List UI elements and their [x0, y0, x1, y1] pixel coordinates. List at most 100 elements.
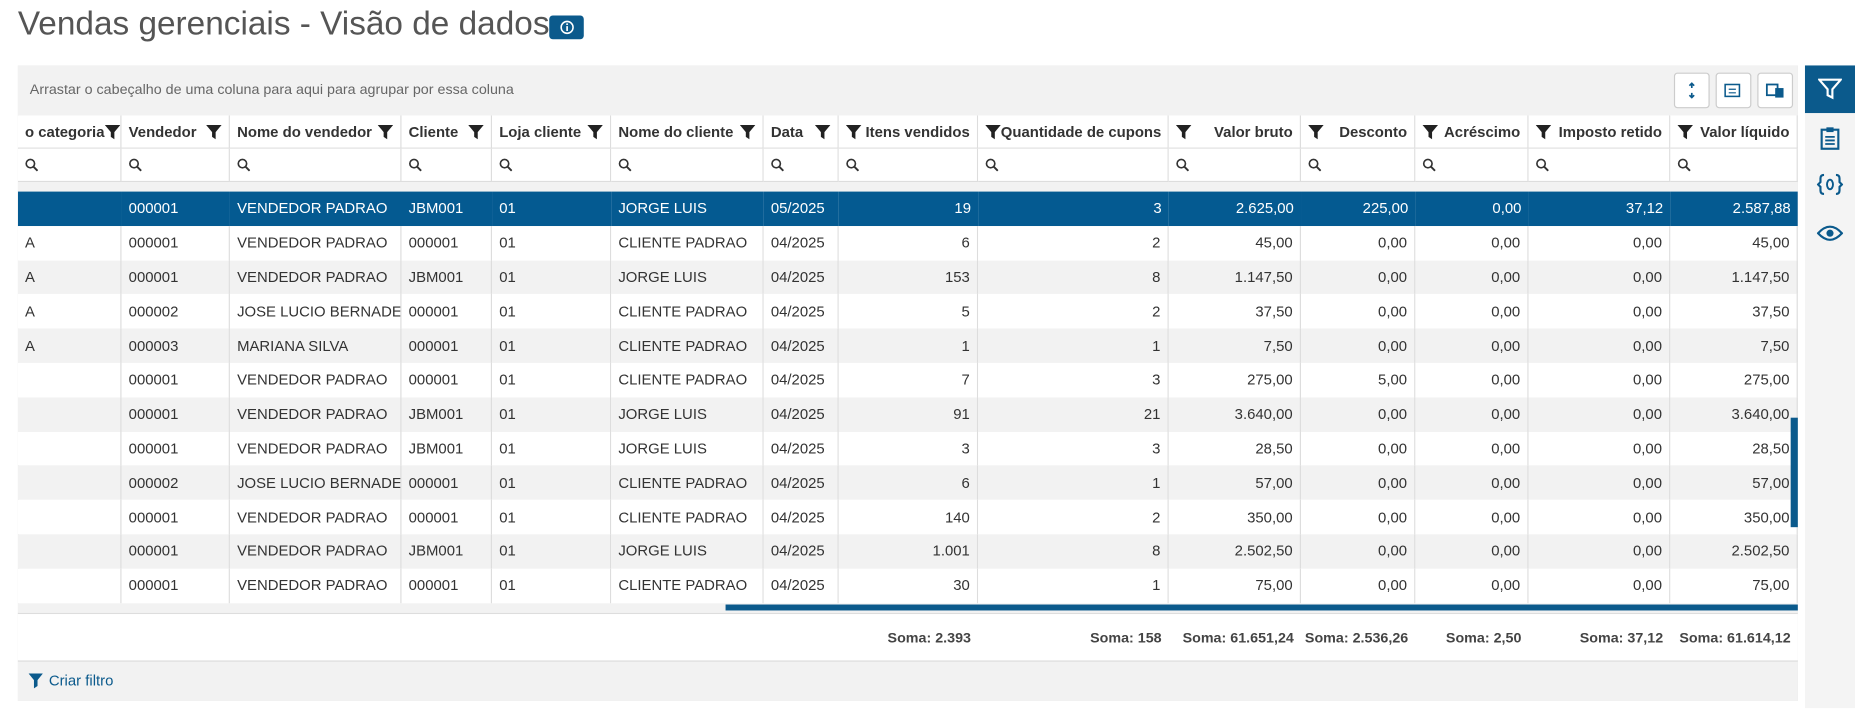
filter-input[interactable]: [978, 148, 1169, 183]
table-cell[interactable]: [17, 362, 122, 398]
filter-icon[interactable]: [104, 123, 120, 140]
table-cell[interactable]: MARIANA SILVA: [229, 328, 402, 363]
table-cell[interactable]: 05/2025: [763, 191, 839, 226]
table-cell[interactable]: 000001: [121, 225, 230, 261]
table-cell[interactable]: 3.640,00: [1168, 397, 1302, 432]
table-cell[interactable]: 04/2025: [763, 568, 839, 603]
table-cell[interactable]: 0,00: [1301, 294, 1416, 329]
table-cell[interactable]: 0,00: [1301, 328, 1416, 363]
filter-icon[interactable]: [845, 123, 862, 140]
info-button[interactable]: [549, 15, 584, 40]
table-cell[interactable]: CLIENTE PADRAO: [611, 465, 764, 501]
filter-tab[interactable]: [1804, 65, 1855, 114]
table-cell[interactable]: CLIENTE PADRAO: [611, 294, 764, 329]
table-cell[interactable]: 57,00: [1670, 465, 1798, 501]
table-cell[interactable]: 1: [838, 328, 979, 363]
column-header[interactable]: Desconto: [1301, 115, 1416, 149]
table-cell[interactable]: 01: [492, 431, 612, 466]
filter-icon[interactable]: [377, 123, 394, 140]
table-cell[interactable]: 000001: [401, 465, 493, 501]
table-cell[interactable]: 5: [838, 294, 979, 329]
table-cell[interactable]: 0,00: [1415, 568, 1529, 603]
table-cell[interactable]: 000001: [121, 362, 230, 398]
table-cell[interactable]: 04/2025: [763, 431, 839, 466]
table-cell[interactable]: 350,00: [1168, 500, 1302, 535]
table-cell[interactable]: 000001: [121, 260, 230, 295]
table-cell[interactable]: 01: [492, 328, 612, 363]
table-cell[interactable]: 75,00: [1670, 568, 1798, 603]
table-cell[interactable]: [17, 500, 122, 535]
table-cell[interactable]: 153: [838, 260, 979, 295]
h-scrollbar[interactable]: [725, 604, 1798, 611]
table-cell[interactable]: 1: [978, 328, 1169, 363]
table-cell[interactable]: CLIENTE PADRAO: [611, 500, 764, 535]
filter-input[interactable]: [1670, 148, 1798, 183]
table-cell[interactable]: JBM001: [401, 431, 493, 466]
column-header[interactable]: Valor líquido: [1670, 115, 1798, 149]
filter-icon[interactable]: [206, 123, 222, 140]
table-cell[interactable]: 21: [978, 397, 1169, 432]
table-cell[interactable]: JOSE LUCIO BERNADEI: [229, 465, 402, 501]
table-cell[interactable]: A: [17, 225, 122, 261]
table-cell[interactable]: 2.625,00: [1168, 191, 1302, 226]
clipboard-tab[interactable]: [1818, 126, 1842, 156]
filter-input[interactable]: [1528, 148, 1671, 183]
table-cell[interactable]: 0,00: [1415, 225, 1529, 261]
table-cell[interactable]: 04/2025: [763, 362, 839, 398]
table-cell[interactable]: [17, 568, 122, 603]
table-cell[interactable]: 01: [492, 225, 612, 261]
table-cell[interactable]: 0,00: [1301, 431, 1416, 466]
table-cell[interactable]: 000001: [121, 431, 230, 466]
filter-input[interactable]: [401, 148, 493, 183]
table-cell[interactable]: 8: [978, 534, 1169, 569]
table-cell[interactable]: 7,50: [1670, 328, 1798, 363]
table-cell[interactable]: CLIENTE PADRAO: [611, 225, 764, 261]
table-cell[interactable]: 04/2025: [763, 500, 839, 535]
table-cell[interactable]: CLIENTE PADRAO: [611, 362, 764, 398]
column-header[interactable]: Valor bruto: [1168, 115, 1302, 149]
table-cell[interactable]: 04/2025: [763, 225, 839, 261]
table-cell[interactable]: 04/2025: [763, 534, 839, 569]
table-cell[interactable]: 000003: [121, 328, 230, 363]
table-cell[interactable]: 2: [978, 225, 1169, 261]
table-cell[interactable]: 04/2025: [763, 328, 839, 363]
table-cell[interactable]: 000001: [121, 500, 230, 535]
filter-input[interactable]: [763, 148, 839, 183]
table-cell[interactable]: 45,00: [1670, 225, 1798, 261]
filter-icon[interactable]: [1175, 123, 1192, 140]
table-cell[interactable]: 0,00: [1415, 328, 1529, 363]
table-cell[interactable]: 0,00: [1415, 260, 1529, 295]
table-cell[interactable]: 01: [492, 260, 612, 295]
table-cell[interactable]: 04/2025: [763, 465, 839, 501]
table-cell[interactable]: 6: [838, 465, 979, 501]
table-cell[interactable]: A: [17, 328, 122, 363]
table-cell[interactable]: 0,00: [1301, 534, 1416, 569]
table-cell[interactable]: 2: [978, 294, 1169, 329]
table-cell[interactable]: 01: [492, 362, 612, 398]
filter-icon[interactable]: [985, 123, 1001, 140]
table-cell[interactable]: 2.502,50: [1168, 534, 1302, 569]
table-cell[interactable]: VENDEDOR PADRAO: [229, 225, 402, 261]
table-cell[interactable]: 37,50: [1168, 294, 1302, 329]
table-cell[interactable]: JBM001: [401, 534, 493, 569]
table-cell[interactable]: VENDEDOR PADRAO: [229, 568, 402, 603]
column-header[interactable]: Imposto retido: [1528, 115, 1671, 149]
table-cell[interactable]: 7,50: [1168, 328, 1302, 363]
table-cell[interactable]: CLIENTE PADRAO: [611, 568, 764, 603]
table-cell[interactable]: 28,50: [1168, 431, 1302, 466]
table-cell[interactable]: A: [17, 260, 122, 295]
table-cell[interactable]: 000002: [121, 294, 230, 329]
table-cell[interactable]: 30: [838, 568, 979, 603]
table-cell[interactable]: 7: [838, 362, 979, 398]
table-cell[interactable]: 0,00: [1415, 431, 1529, 466]
table-cell[interactable]: 19: [838, 191, 979, 226]
table-cell[interactable]: 0,00: [1528, 534, 1671, 569]
table-cell[interactable]: 01: [492, 191, 612, 226]
filter-icon[interactable]: [468, 123, 484, 140]
filter-input[interactable]: [492, 148, 612, 183]
filter-icon[interactable]: [739, 123, 756, 140]
table-cell[interactable]: 3: [838, 431, 979, 466]
table-cell[interactable]: [17, 397, 122, 432]
columns-button[interactable]: [1757, 72, 1794, 109]
table-cell[interactable]: 0,00: [1301, 260, 1416, 295]
